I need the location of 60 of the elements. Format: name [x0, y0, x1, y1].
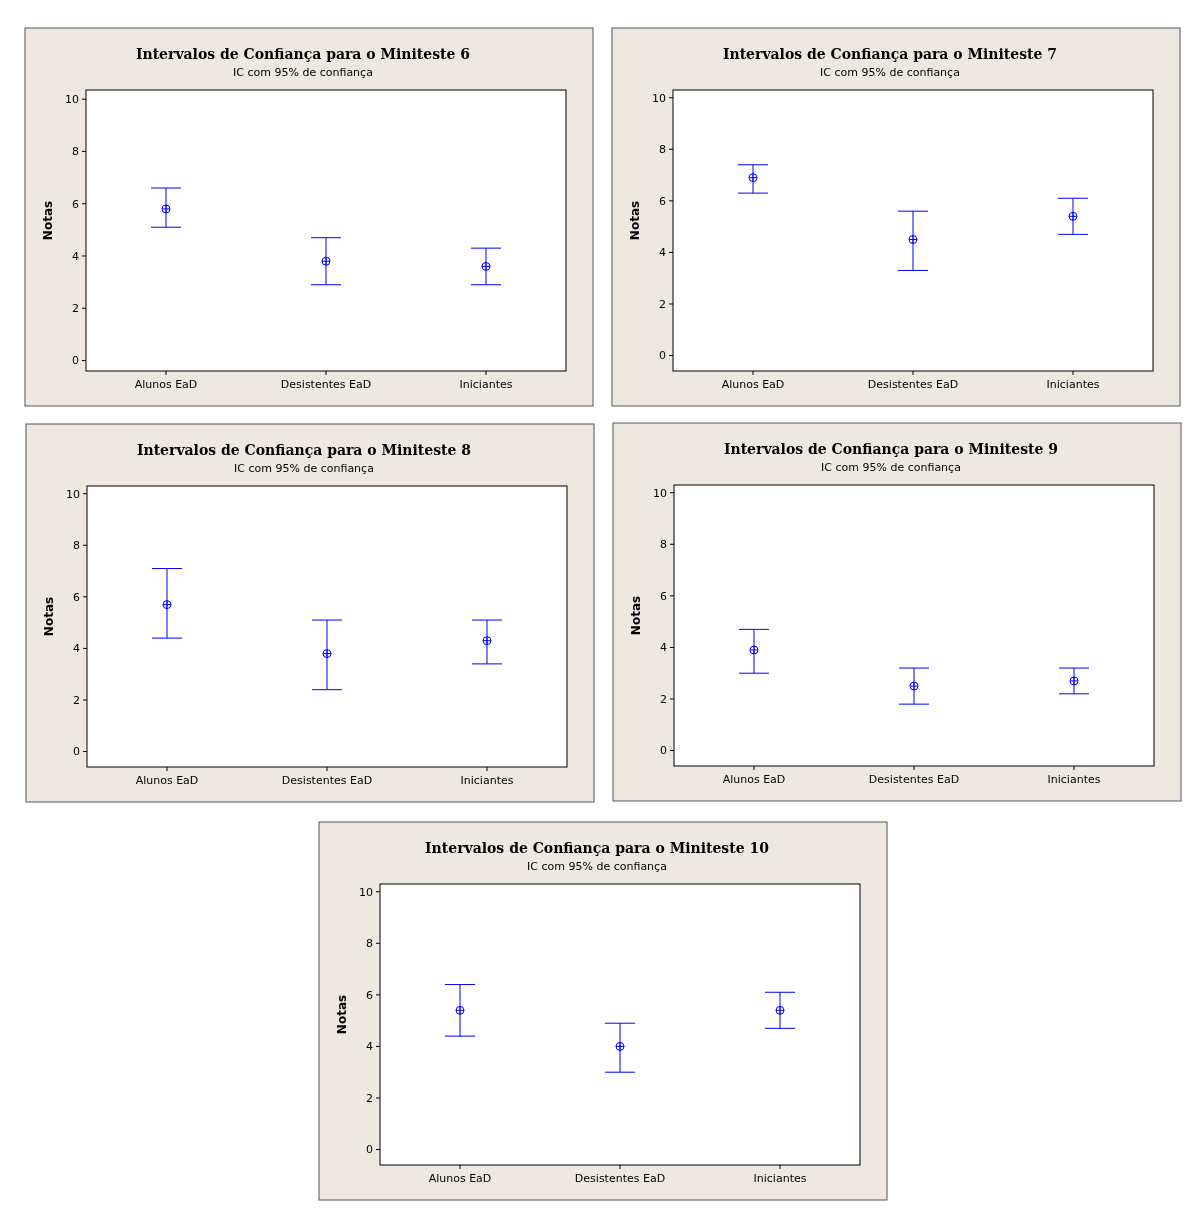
y-tick-label: 8: [660, 538, 667, 552]
y-tick-label: 4: [366, 1040, 373, 1054]
y-tick-label: 2: [366, 1091, 373, 1105]
y-tick-label: 10: [653, 486, 667, 500]
x-tick-label: Alunos EaD: [428, 1172, 492, 1185]
y-axis-title: Notas: [628, 200, 642, 241]
y-axis-title: Notas: [335, 994, 349, 1035]
y-tick-label: 8: [73, 539, 80, 553]
y-axis-title: Notas: [42, 596, 56, 637]
y-tick-label: 0: [73, 745, 80, 759]
chart-subtitle: IC com 95% de confiança: [821, 461, 961, 474]
chart-title: Intervalos de Confiança para o Miniteste 6: [135, 46, 471, 62]
x-tick-label: Iniciantes: [460, 774, 514, 787]
y-axis-title: Notas: [41, 200, 55, 241]
y-tick-label: 2: [659, 297, 666, 311]
y-tick-label: 4: [659, 246, 666, 260]
chart-title: Intervalos de Confiança para o Miniteste 8: [136, 442, 472, 458]
y-tick-label: 2: [72, 302, 79, 316]
chart-subtitle: IC com 95% de confiança: [233, 66, 373, 79]
y-tick-label: 0: [366, 1143, 373, 1157]
chart-title: Intervalos de Confiança para o Miniteste 7: [722, 46, 1058, 62]
y-tick-label: 6: [660, 589, 667, 603]
chart-subtitle: IC com 95% de confiança: [820, 66, 960, 79]
chart-subtitle: IC com 95% de confiança: [527, 860, 667, 873]
y-tick-label: 2: [73, 693, 80, 707]
chart-title: Intervalos de Confiança para o Miniteste 10: [425, 840, 770, 856]
x-tick-label: Desistentes EaD: [868, 773, 960, 786]
y-tick-label: 10: [359, 885, 373, 899]
y-tick-label: 6: [366, 988, 373, 1002]
y-tick-label: 2: [660, 692, 667, 706]
y-tick-label: 6: [659, 194, 666, 208]
chart-title: Intervalos de Confiança para o Miniteste 9: [723, 441, 1059, 457]
y-axis-title: Notas: [629, 595, 643, 636]
y-tick-label: 8: [72, 145, 79, 159]
y-tick-label: 6: [72, 197, 79, 211]
x-tick-label: Iniciantes: [1047, 773, 1101, 786]
y-tick-label: 4: [73, 642, 80, 656]
y-tick-label: 10: [652, 91, 666, 105]
x-tick-label: Alunos EaD: [722, 773, 786, 786]
x-tick-label: Iniciantes: [459, 378, 513, 391]
y-tick-label: 8: [366, 937, 373, 951]
x-tick-label: Desistentes EaD: [867, 378, 959, 391]
y-tick-label: 8: [659, 143, 666, 157]
y-tick-label: 0: [72, 354, 79, 368]
y-tick-label: 0: [659, 349, 666, 363]
x-tick-label: Alunos EaD: [721, 378, 785, 391]
y-tick-label: 4: [660, 641, 667, 655]
y-tick-label: 10: [66, 487, 80, 501]
x-tick-label: Alunos EaD: [134, 378, 198, 391]
x-tick-label: Desistentes EaD: [280, 378, 372, 391]
chart-subtitle: IC com 95% de confiança: [234, 462, 374, 475]
x-tick-label: Desistentes EaD: [574, 1172, 666, 1185]
y-tick-label: 0: [660, 744, 667, 758]
y-tick-label: 4: [72, 249, 79, 263]
x-tick-label: Iniciantes: [753, 1172, 807, 1185]
x-tick-label: Desistentes EaD: [281, 774, 373, 787]
y-tick-label: 10: [65, 93, 79, 106]
y-tick-label: 6: [73, 590, 80, 604]
x-tick-label: Iniciantes: [1046, 378, 1100, 391]
x-tick-label: Alunos EaD: [135, 774, 199, 787]
